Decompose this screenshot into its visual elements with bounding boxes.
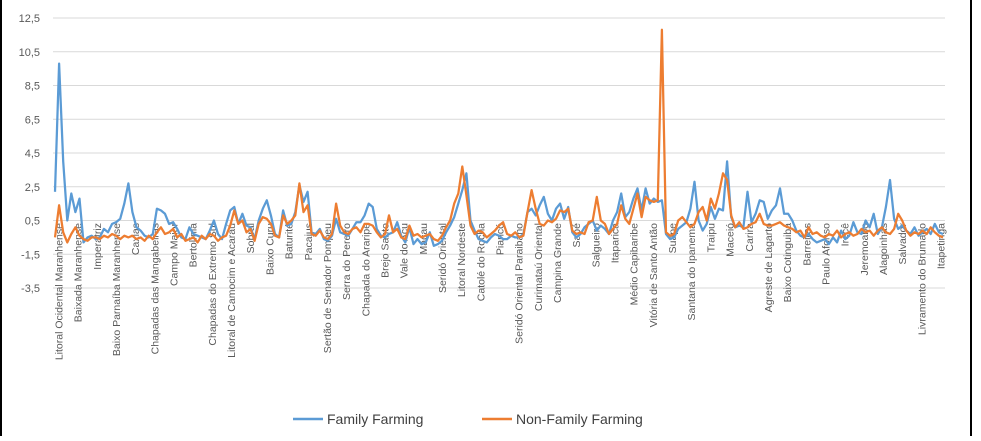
- y-tick-label: -1,5: [21, 249, 40, 261]
- legend: Family Farming Non-Family Farming: [293, 411, 643, 427]
- y-tick-label: 8,5: [25, 81, 40, 93]
- series-line-family-farming: [53, 62, 944, 247]
- x-axis-ticks: Litoral Ocidental Maranhense Baixada Mara…: [54, 223, 948, 361]
- x-tick-label: Chapada do Araripe: [360, 223, 372, 317]
- x-tick-label: Piancó: [495, 223, 507, 255]
- x-tick-label: Traipu: [705, 223, 717, 253]
- x-tick-label: Alagoinhas: [878, 223, 890, 275]
- x-tick-label: Vitória de Santo Antão: [648, 223, 660, 327]
- x-tick-label: Salvador: [897, 223, 909, 265]
- x-tick-label: Agreste de Lagarto: [763, 223, 775, 312]
- y-tick-label: 2,5: [25, 182, 40, 194]
- x-tick-label: Médio Capibaribe: [629, 223, 641, 305]
- x-tick-label: Baixo Cotinguiba: [782, 223, 794, 303]
- x-tick-label: Pacajus: [303, 223, 315, 260]
- series-lines: [53, 28, 944, 247]
- series-line-non-family-farming: [53, 28, 944, 244]
- x-tick-label: Jeremoabo: [859, 223, 871, 276]
- x-tick-label: Sertão de Senador Pompeu: [322, 223, 334, 353]
- x-tick-label: Bertolínia: [188, 223, 200, 268]
- right-border: [970, 0, 972, 436]
- x-tick-label: Barreiras: [801, 223, 813, 266]
- x-tick-label: Baixo Curu: [264, 223, 276, 275]
- y-tick-label: 12,5: [19, 13, 40, 25]
- x-tick-label: Litoral Ocidental Maranhense: [54, 223, 66, 360]
- x-tick-label: Chapadas do Extremo Sul: [207, 223, 219, 346]
- x-tick-label: Carira: [744, 223, 756, 252]
- legend-label: Family Farming: [327, 411, 423, 427]
- x-tick-label: Macau: [418, 223, 430, 255]
- x-tick-label: Seridó Oriental Paraibano: [514, 223, 526, 344]
- x-tick-label: Litoral Nordeste: [456, 223, 468, 297]
- x-tick-label: Serra do Pereiro: [341, 223, 353, 300]
- x-tick-label: Baixada Maranhense: [73, 223, 85, 322]
- x-tick-label: Santana do Ipanema: [686, 223, 698, 321]
- x-tick-label: Chapadas das Mangabeiras: [149, 223, 161, 354]
- x-tick-label: Curimataú Oriental: [533, 223, 545, 311]
- y-tick-label: 6,5: [25, 114, 40, 126]
- legend-label: Non-Family Farming: [516, 411, 643, 427]
- y-tick-label: 10,5: [19, 47, 40, 59]
- y-axis-ticks: 12,5 10,5 8,5 6,5 4,5 2,5 0,5 -1,5 -3,5: [19, 13, 40, 295]
- x-tick-label: Seridó Oriental: [437, 223, 449, 293]
- x-tick-label: Salgueiro: [590, 223, 602, 268]
- y-tick-label: 4,5: [25, 148, 40, 160]
- gridlines: [53, 17, 945, 289]
- y-tick-label: 0,5: [25, 216, 40, 228]
- x-tick-label: Livramento do Brumado: [916, 223, 928, 335]
- x-tick-label: Imperatriz: [92, 223, 104, 270]
- x-tick-label: Sapé: [571, 223, 583, 248]
- x-tick-label: Baixo Parnaíba Maranhense: [111, 223, 123, 356]
- y-tick-label: -3,5: [21, 283, 40, 295]
- left-border: [0, 0, 2, 436]
- x-tick-label: Paulo Afonso: [821, 223, 833, 285]
- x-tick-label: Campina Grande: [552, 223, 564, 303]
- x-tick-label: Litoral de Camocim e Acaraú: [226, 223, 238, 358]
- x-tick-label: Baturité: [284, 223, 296, 259]
- x-tick-label: Itaparica: [610, 223, 622, 263]
- x-tick-label: Maceió: [725, 223, 737, 257]
